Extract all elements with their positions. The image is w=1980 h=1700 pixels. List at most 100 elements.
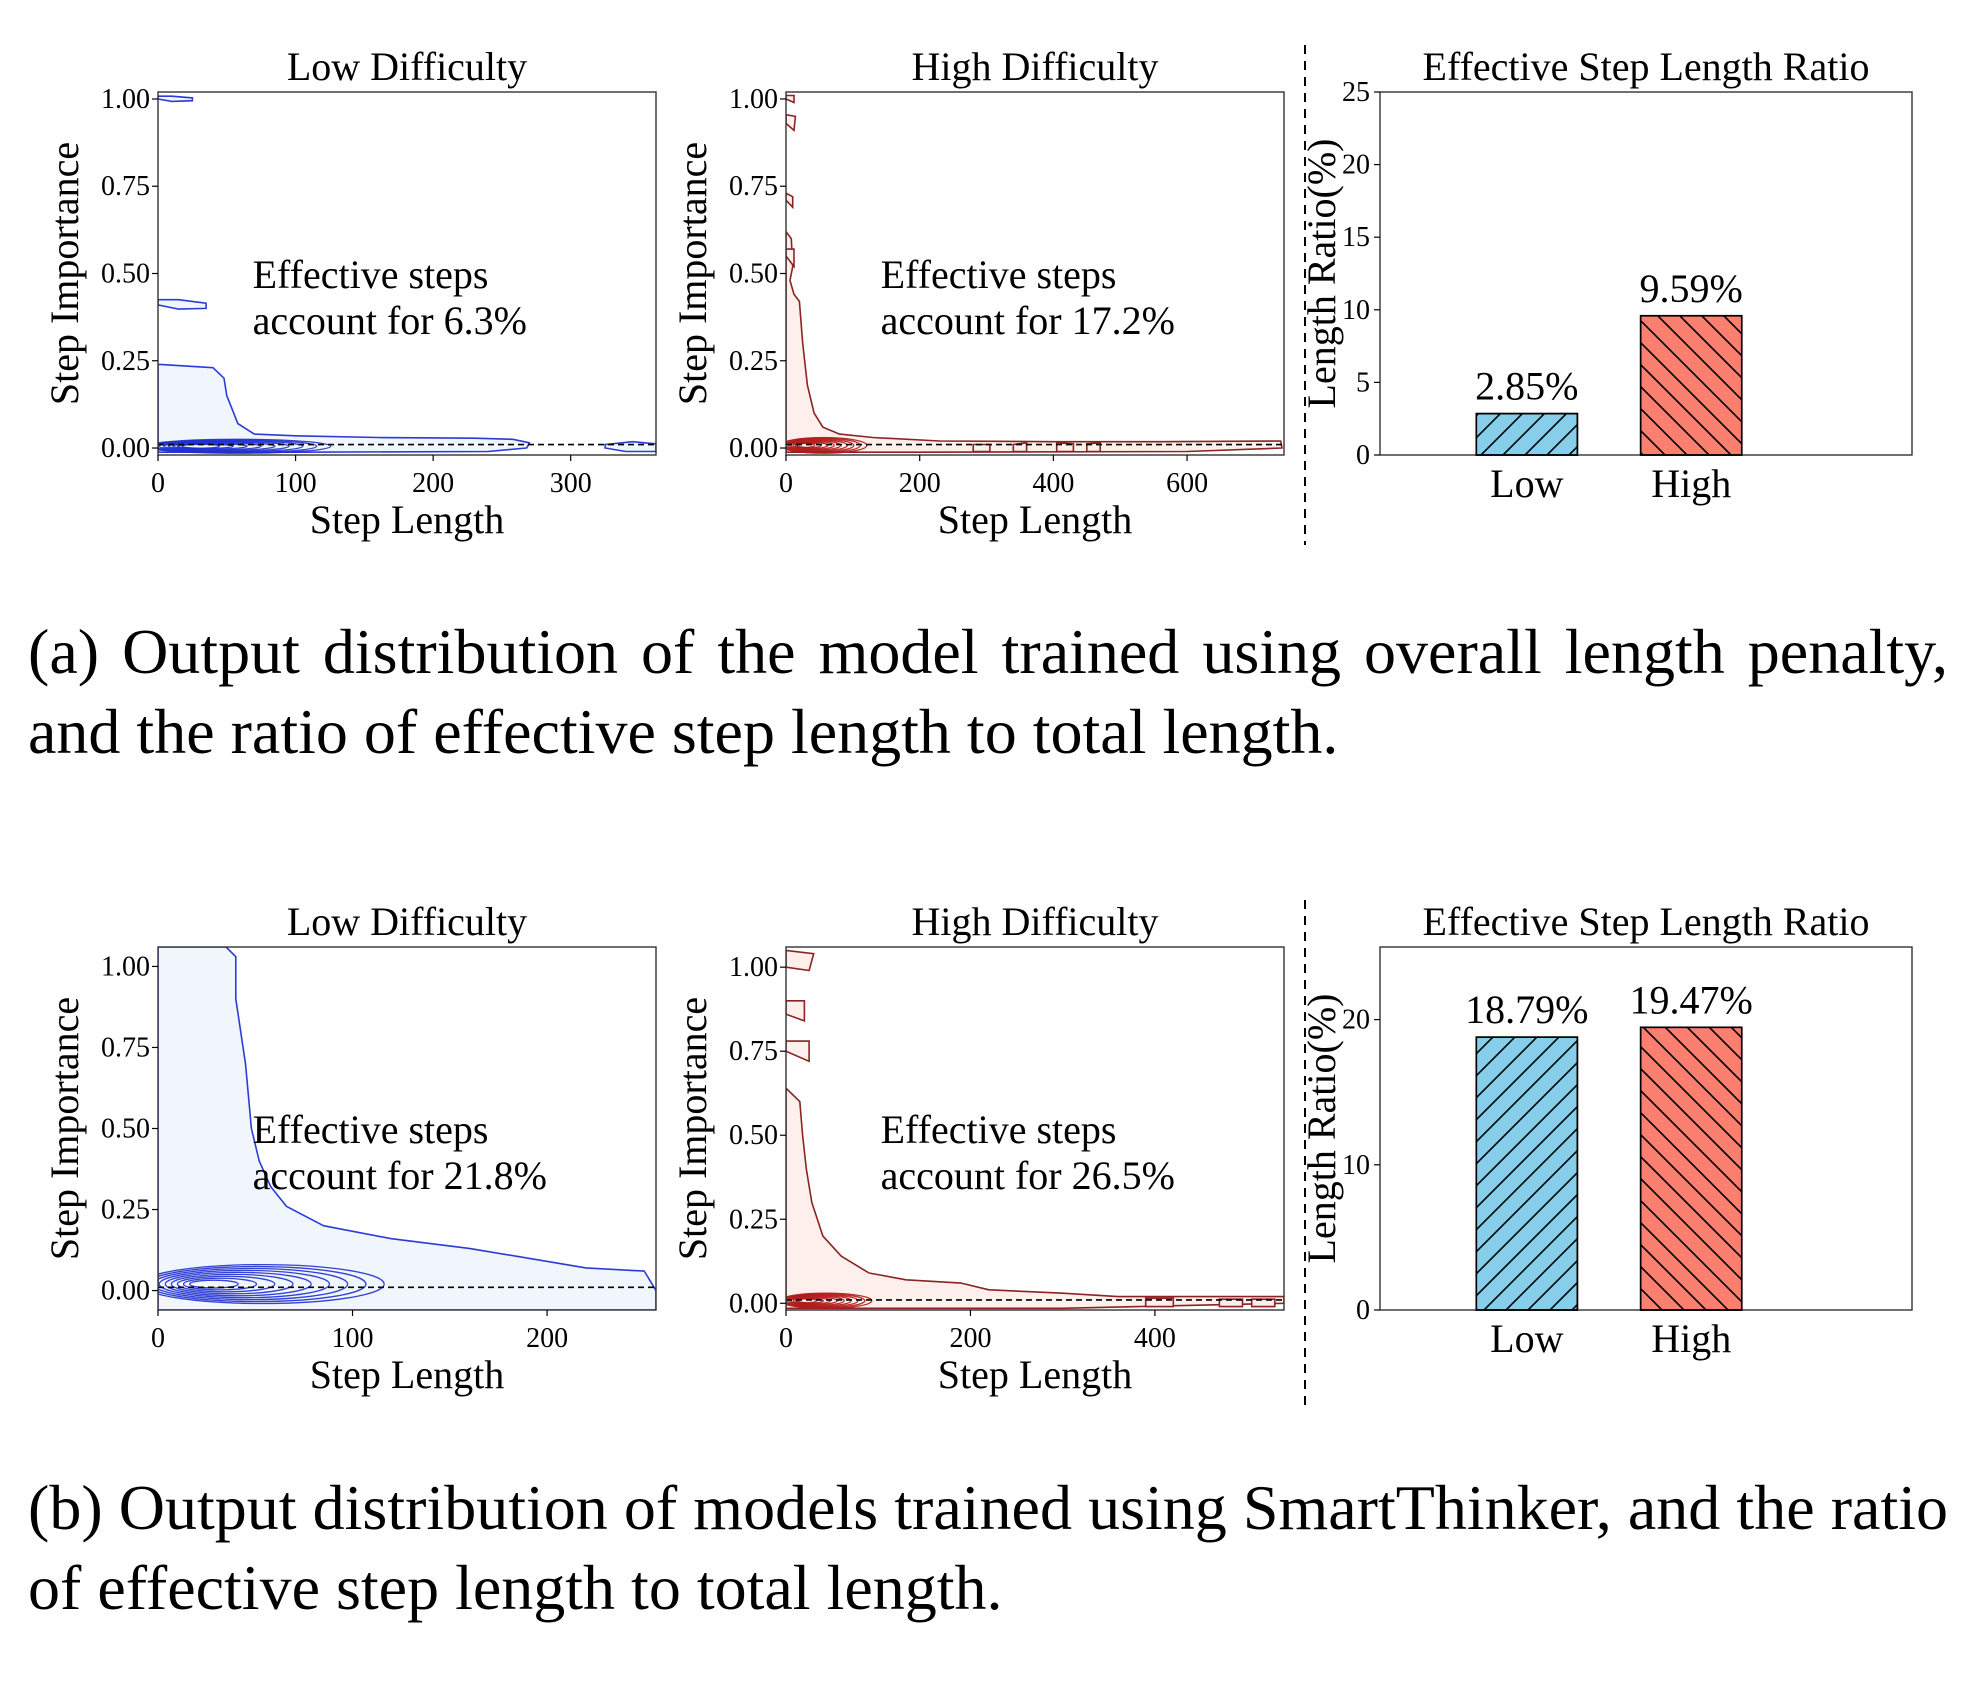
y-tick-label: 1.00	[101, 84, 150, 115]
x-tick-label: 600	[1166, 468, 1208, 499]
density-contour-core-0	[158, 1263, 385, 1305]
y-tick-label: 0.50	[729, 259, 778, 290]
density-contour-core-6	[792, 1297, 831, 1305]
x-tick-label: 0	[779, 1323, 793, 1354]
chart-title: High Difficulty	[911, 44, 1158, 89]
y-tick-label: 0.75	[101, 1032, 150, 1063]
bar-value-label: 19.47%	[1630, 977, 1753, 1022]
chart-title: Effective Step Length Ratio	[1423, 44, 1870, 89]
y-tick-label: 0.00	[729, 433, 778, 464]
y-tick-label: 1.00	[729, 952, 778, 983]
density-contour-island-0	[786, 94, 795, 104]
y-tick-label: 1.00	[729, 84, 778, 115]
annotation-line-1: Effective steps	[881, 1107, 1117, 1152]
x-tick-label: Low	[1490, 1316, 1563, 1361]
chart-title: High Difficulty	[911, 899, 1158, 944]
chart-a-high: 0 200 400 600 0.00 0.25 0.50 0.75 1.00 High Diffi…	[670, 44, 1285, 542]
y-tick-label: 0	[1356, 440, 1370, 471]
x-axis-label: Step Length	[310, 1352, 504, 1397]
y-tick-label: 0.25	[101, 1195, 150, 1226]
y-tick-label: 0.50	[729, 1120, 778, 1151]
x-tick-label: 200	[949, 1323, 991, 1354]
caption-a: (a) Output distribution of the model tra…	[28, 616, 1948, 767]
y-tick-label: 1.00	[101, 951, 150, 982]
y-axis-label: Step Importance	[670, 997, 715, 1260]
density-contour-island-2	[604, 440, 656, 453]
annotation-line-1: Effective steps	[253, 252, 489, 297]
density-contour-core-4	[787, 440, 842, 451]
density-contour-core-1	[786, 437, 861, 454]
bar-hatch-low	[1475, 412, 1579, 456]
density-contour-island-1	[158, 298, 207, 310]
x-tick-label: 200	[526, 1323, 568, 1354]
x-tick-label: 100	[332, 1323, 374, 1354]
bar-hatch-high	[1639, 1026, 1743, 1311]
chart-a-low: 0 100 200 300 0.00 0.25 0.50 0.75 1.00 Low Diffic…	[42, 44, 657, 542]
y-tick-label: 20	[1342, 150, 1370, 181]
x-tick-label: High	[1651, 461, 1731, 506]
annotation-line-1: Effective steps	[881, 252, 1117, 297]
density-contour-core-1	[158, 1265, 367, 1303]
y-tick-label: 0	[1356, 1295, 1370, 1326]
density-contour-core-2	[158, 440, 304, 453]
density-contour-island-2	[786, 192, 794, 210]
plot-area-a-low	[158, 95, 656, 454]
y-tick-label: 25	[1342, 77, 1370, 108]
density-contour-core-4	[788, 1295, 845, 1306]
y-axis-label: Step Importance	[42, 997, 87, 1260]
density-contour-core-0	[786, 1292, 873, 1309]
x-tick-label: Low	[1490, 461, 1563, 506]
density-contour-core-1	[158, 439, 318, 454]
chart-b-high: 0 200 400 0.00 0.25 0.50 0.75 1.00 High Difficul…	[670, 899, 1285, 1397]
density-contour-outer	[786, 1087, 1284, 1310]
bar-value-label: 18.79%	[1465, 987, 1588, 1032]
x-tick-label: 0	[151, 468, 165, 499]
density-contour-core-6	[172, 442, 248, 450]
density-contour-island-4	[972, 443, 991, 453]
x-tick-label: 0	[151, 1323, 165, 1354]
x-tick-label: 200	[899, 468, 941, 499]
density-contour-core-8	[796, 442, 816, 449]
y-axis-label: Length Ratio(%)	[1299, 994, 1344, 1264]
x-axis-label: Step Length	[310, 497, 504, 542]
density-contour-core-0	[158, 438, 332, 454]
density-contour-core-2	[158, 1267, 349, 1301]
plot-area-b-low	[158, 947, 656, 1310]
bar-hatch-high	[1639, 314, 1743, 456]
y-tick-label: 0.75	[729, 171, 778, 202]
chart-a-ratio: 0 5 10 15 20 25 2.85% Low 9.59% High Effective Ste…	[1299, 44, 1913, 506]
chart-b-ratio: 0 10 20 18.79% Low 19.47% High Effective Step L…	[1299, 899, 1913, 1361]
y-tick-label: 0.50	[101, 259, 150, 290]
density-contour-outer	[786, 230, 1283, 453]
y-axis-label: Step Importance	[670, 142, 715, 405]
density-contour-island-2	[786, 1040, 810, 1063]
y-axis-label: Step Importance	[42, 142, 87, 405]
chart-title: Effective Step Length Ratio	[1423, 899, 1870, 944]
chart-b-low: 0 100 200 0.00 0.25 0.50 0.75 1.00 Low Difficult…	[42, 899, 657, 1397]
y-tick-label: 15	[1342, 222, 1370, 253]
density-contour-core-4	[164, 1271, 312, 1297]
y-tick-label: 0.00	[101, 433, 150, 464]
caption-b: (b) Output distribution of models traine…	[28, 1472, 1948, 1623]
density-contour-core-3	[158, 440, 290, 452]
x-tick-label: High	[1651, 1316, 1731, 1361]
annotation-line-2: account for 17.2%	[881, 298, 1175, 343]
density-contour-core-5	[790, 1296, 838, 1306]
bar-value-label: 2.85%	[1475, 364, 1578, 409]
x-tick-label: 100	[275, 468, 317, 499]
bar-hatch-low	[1475, 1036, 1579, 1311]
density-contour-island-0	[158, 95, 194, 103]
y-tick-label: 0.75	[729, 1036, 778, 1067]
x-axis-label: Step Length	[938, 497, 1132, 542]
annotation-line-2: account for 21.8%	[253, 1153, 547, 1198]
y-tick-label: 0.00	[101, 1276, 150, 1307]
density-contour-core-5	[170, 1273, 294, 1295]
x-tick-label: 200	[412, 468, 454, 499]
plot-area-b-high	[786, 949, 1284, 1310]
chart-title: Low Difficulty	[287, 44, 527, 89]
y-tick-label: 10	[1342, 1150, 1370, 1181]
density-contour-core-1	[786, 1293, 866, 1309]
y-tick-label: 0.00	[729, 1288, 778, 1319]
y-tick-label: 0.50	[101, 1114, 150, 1145]
